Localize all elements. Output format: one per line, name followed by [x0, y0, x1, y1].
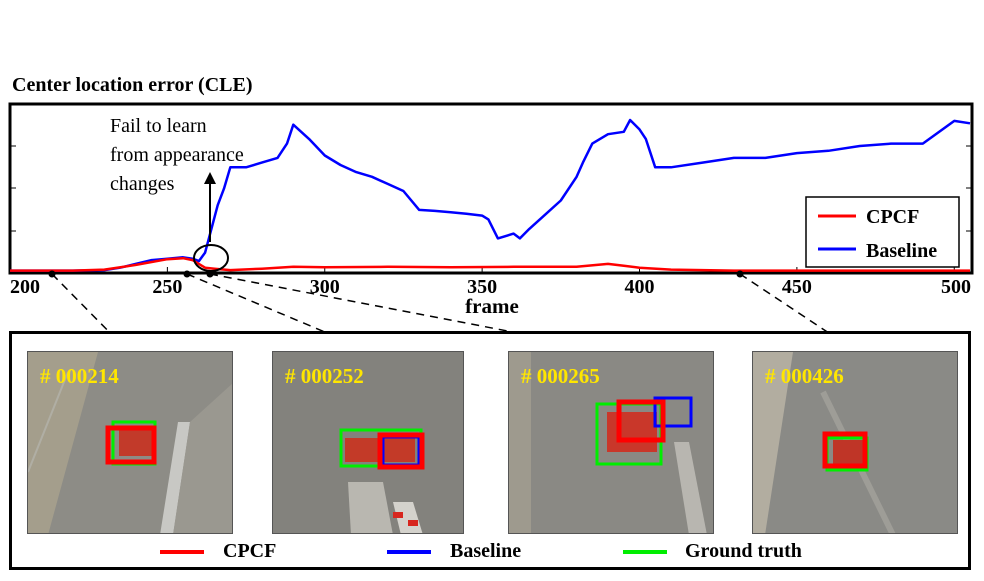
x-tick-label-450: 450: [782, 276, 812, 298]
callout-line-1: Fail to learn: [110, 115, 207, 137]
legend-baseline-label: Baseline: [866, 240, 937, 262]
y-ticks: [10, 145, 972, 232]
series-lines: [10, 118, 971, 272]
road-scene-265: [509, 352, 713, 533]
failure-callout: Fail to learn from appearance changes: [110, 115, 244, 272]
bottom-legend-baseline-swatch: [387, 550, 431, 554]
x-axis-label: frame: [465, 294, 519, 318]
frames-panel: # 000214 # 000252 # 000265: [9, 331, 971, 570]
connector-265: [209, 273, 512, 331]
chart-legend: CPCF Baseline: [805, 196, 960, 268]
connector-252: [186, 273, 325, 331]
x-tick-label-500: 500: [941, 276, 971, 298]
x-tick-label-250: 250: [152, 276, 182, 298]
road-scene-214: [28, 352, 232, 533]
frame-thumbnail-214: # 000214: [27, 351, 233, 534]
bottom-legend-baseline-label: Baseline: [450, 540, 522, 562]
frame-id-214: # 000214: [40, 364, 119, 388]
x-tick-label-350: 350: [467, 276, 497, 298]
road-scene-252: [273, 352, 463, 533]
series-line-baseline: [10, 118, 971, 272]
bottom-legend-ground-truth-swatch: [623, 550, 667, 554]
x-tick-label-400: 400: [625, 276, 655, 298]
frame-thumbnail-252: # 000252: [272, 351, 464, 534]
frame-id-265: # 000265: [521, 364, 600, 388]
callout-line-3: changes: [110, 173, 175, 195]
bottom-legend-ground-truth-label: Ground truth: [685, 540, 802, 562]
frame-id-252: # 000252: [285, 364, 364, 388]
frame-thumbnail-426: # 000426: [752, 351, 958, 534]
frame-connectors: [51, 273, 828, 331]
callout-line-2: from appearance: [110, 144, 244, 166]
x-tick-label-300: 300: [310, 276, 340, 298]
frame-id-426: # 000426: [765, 364, 844, 388]
connector-dots: [48, 270, 744, 278]
cle-chart: 200 250 300 350 400 450 500 frame Fail to lear…: [8, 102, 974, 331]
chart-title: Center location error (CLE): [12, 74, 253, 96]
series-line-cpcf: [10, 256, 970, 272]
callout-arrowhead: [204, 172, 216, 184]
frame-thumbnail-265: # 000265: [508, 351, 714, 534]
bottom-legend-cpcf-label: CPCF: [223, 540, 277, 562]
x-ticks: 200 250 300 350 400 450 500: [9, 267, 971, 298]
bottom-legend-cpcf-swatch: [160, 550, 204, 554]
x-tick-label-200: 200: [10, 276, 40, 298]
connector-214: [51, 273, 110, 331]
legend-cpcf-label: CPCF: [866, 206, 919, 228]
road-scene-426: [753, 352, 957, 533]
